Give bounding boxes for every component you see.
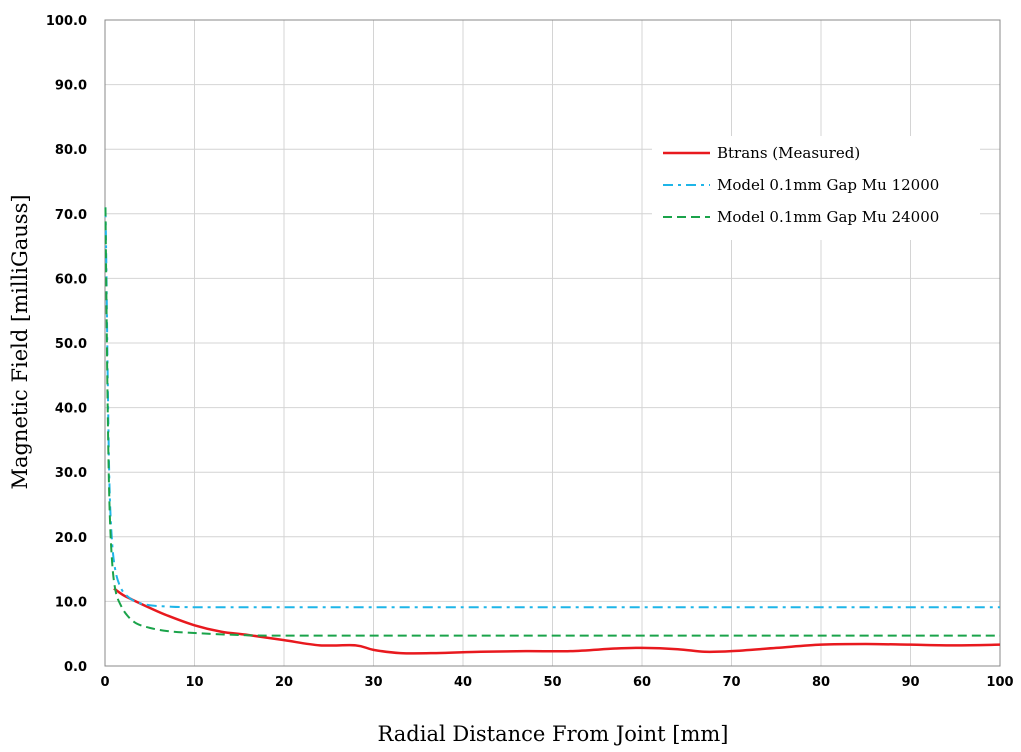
y-tick-label: 10.0 bbox=[55, 595, 87, 610]
x-tick-label: 70 bbox=[722, 675, 740, 690]
legend-label: Model 0.1mm Gap Mu 12000 bbox=[717, 176, 939, 194]
x-tick-label: 10 bbox=[185, 675, 203, 690]
y-tick-label: 100.0 bbox=[46, 14, 87, 29]
series-line-model-0-1mm-gap-mu-12000 bbox=[104, 207, 1000, 609]
legend-label: Btrans (Measured) bbox=[717, 144, 860, 162]
x-axis-ticks: 0 10 20 30 40 50 60 70 80 90 100 bbox=[100, 675, 1013, 690]
y-tick-label: 90.0 bbox=[55, 79, 87, 94]
y-axis-title: Magnetic Field [milliGauss] bbox=[8, 194, 32, 489]
x-tick-label: 90 bbox=[901, 675, 919, 690]
y-tick-label: 50.0 bbox=[55, 337, 87, 352]
y-tick-label: 80.0 bbox=[55, 143, 87, 158]
series-line-model-0-1mm-gap-mu-24000 bbox=[104, 207, 1000, 637]
y-tick-label: 70.0 bbox=[55, 208, 87, 223]
series-layer bbox=[104, 207, 1001, 655]
series-line-btrans-measured bbox=[113, 587, 1001, 655]
x-axis-title: Radial Distance From Joint [mm] bbox=[377, 722, 728, 746]
y-axis-ticks: 0.0 10.0 20.0 30.0 40.0 50.0 60.0 70.0 80.0 90.0 1… bbox=[46, 14, 87, 675]
legend-label: Model 0.1mm Gap Mu 24000 bbox=[717, 208, 939, 226]
legend: Btrans (Measured) Model 0.1mm Gap Mu 1200… bbox=[652, 136, 980, 240]
x-tick-label: 0 bbox=[100, 675, 109, 690]
y-tick-label: 60.0 bbox=[55, 272, 87, 287]
x-tick-label: 80 bbox=[812, 675, 830, 690]
x-tick-label: 50 bbox=[543, 675, 561, 690]
x-tick-label: 60 bbox=[633, 675, 651, 690]
x-tick-label: 40 bbox=[454, 675, 472, 690]
y-tick-label: 20.0 bbox=[55, 531, 87, 546]
x-tick-label: 30 bbox=[364, 675, 382, 690]
y-tick-label: 0.0 bbox=[64, 660, 87, 675]
y-tick-label: 40.0 bbox=[55, 402, 87, 417]
plot-area-frame bbox=[104, 19, 1001, 667]
x-tick-label: 20 bbox=[275, 675, 293, 690]
x-tick-label: 100 bbox=[986, 675, 1013, 690]
y-tick-label: 30.0 bbox=[55, 466, 87, 481]
grid-lines bbox=[104, 19, 1001, 667]
